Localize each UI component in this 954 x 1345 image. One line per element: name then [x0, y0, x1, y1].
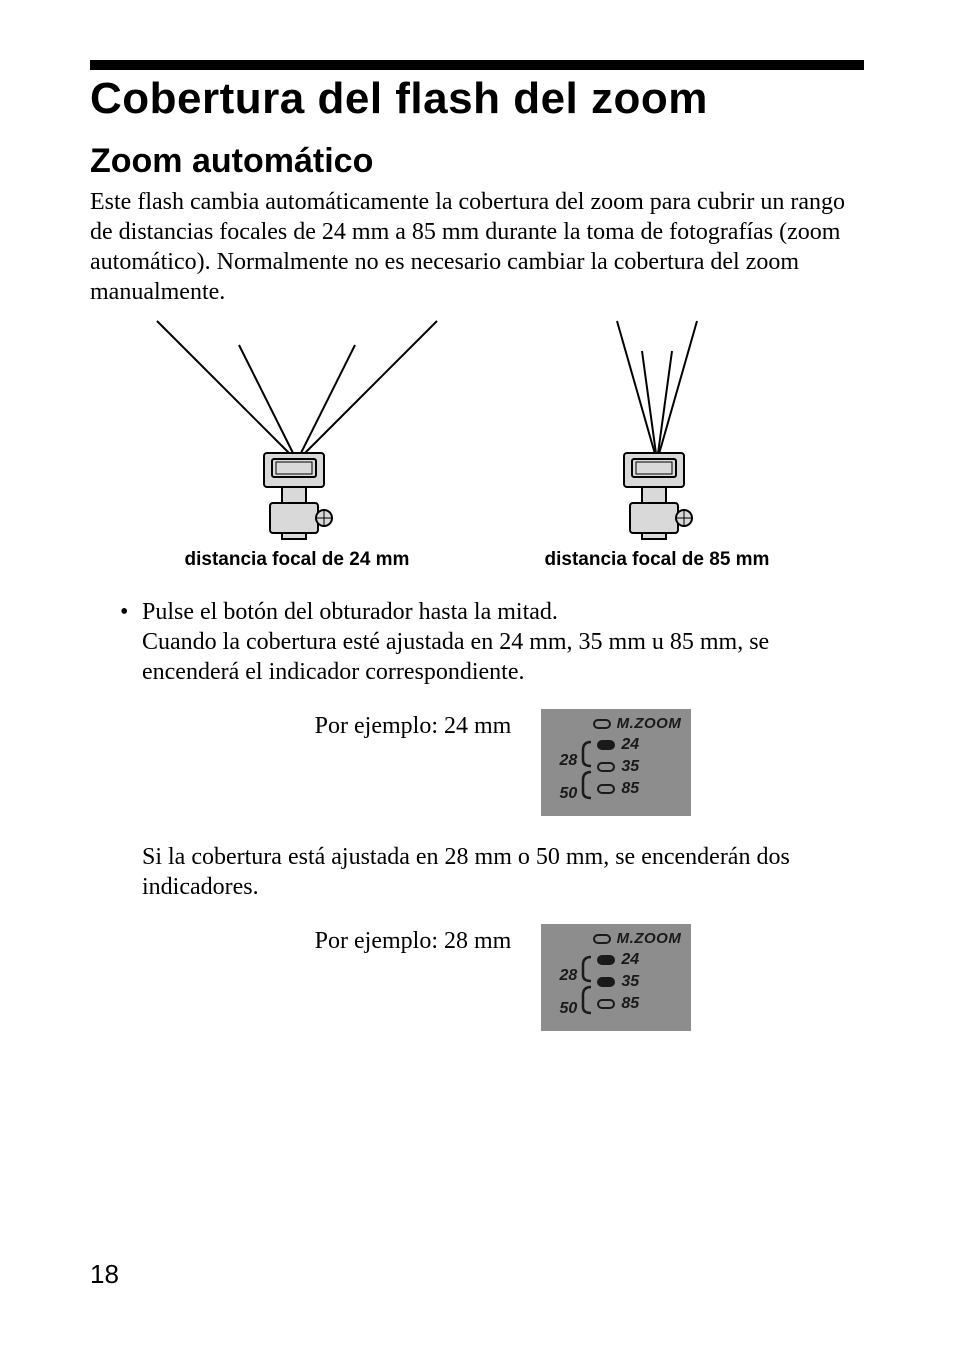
- mzoom-panel-1: M.ZOOM 28 50 24: [541, 709, 691, 816]
- mzoom-right-35: 35: [621, 758, 639, 776]
- mzoom-right-35: 35: [621, 973, 639, 991]
- indicator-24-icon: [597, 740, 615, 750]
- page-number: 18: [90, 1259, 119, 1290]
- bullet-marker: •: [120, 597, 142, 1057]
- page-root: Cobertura del flash del zoom Zoom automá…: [0, 0, 954, 1345]
- indicator-35-icon: [597, 977, 615, 987]
- flash-wide-icon: [147, 313, 447, 543]
- diagram-wide: distancia focal de 24 mm: [147, 313, 447, 571]
- mzoom-left-50: 50: [551, 1000, 577, 1018]
- mzoom-panel-2: M.ZOOM 28 50 24: [541, 924, 691, 1031]
- mzoom-label: M.ZOOM: [617, 930, 682, 947]
- diagram-narrow: distancia focal de 85 mm: [507, 313, 807, 571]
- bullet-line2: Cuando la cobertura esté ajustada en 24 …: [142, 627, 864, 687]
- mzoom-indicator-icon: [593, 719, 611, 729]
- example-1-label: Por ejemplo: 24 mm: [315, 709, 512, 740]
- page-title: Cobertura del flash del zoom: [90, 74, 864, 124]
- intro-paragraph: Este flash cambia automáticamente la cob…: [90, 187, 864, 307]
- indicator-24-icon: [597, 955, 615, 965]
- indicator-85-icon: [597, 784, 615, 794]
- mzoom-right-24: 24: [621, 951, 639, 969]
- bracket-icon: [579, 736, 593, 808]
- mzoom-indicator-icon: [593, 934, 611, 944]
- section-divider-bar: [90, 60, 864, 70]
- indicator-85-icon: [597, 999, 615, 1009]
- mzoom-label: M.ZOOM: [617, 715, 682, 732]
- mzoom-right-85: 85: [621, 995, 639, 1013]
- mzoom-left-28: 28: [551, 967, 577, 985]
- mzoom-right-85: 85: [621, 780, 639, 798]
- diagram-wide-caption: distancia focal de 24 mm: [185, 549, 410, 571]
- diagram-narrow-caption: distancia focal de 85 mm: [545, 549, 770, 571]
- mzoom-left-28: 28: [551, 752, 577, 770]
- bullet-line1: Pulse el botón del obturador hasta la mi…: [142, 597, 864, 627]
- example-1: Por ejemplo: 24 mm M.ZOOM 28 50: [142, 709, 864, 816]
- diagram-row: distancia focal de 24 mm: [90, 313, 864, 571]
- indicator-35-icon: [597, 762, 615, 772]
- section-heading: Zoom automático: [90, 142, 864, 181]
- example-2: Por ejemplo: 28 mm M.ZOOM 28 50: [142, 924, 864, 1031]
- flash-narrow-icon: [547, 313, 767, 543]
- mzoom-left-50: 50: [551, 785, 577, 803]
- bracket-icon: [579, 951, 593, 1023]
- bullet-block: • Pulse el botón del obturador hasta la …: [90, 597, 864, 1057]
- example-2-label: Por ejemplo: 28 mm: [315, 924, 512, 955]
- para-two-indicators: Si la cobertura está ajustada en 28 mm o…: [142, 842, 864, 902]
- mzoom-right-24: 24: [621, 736, 639, 754]
